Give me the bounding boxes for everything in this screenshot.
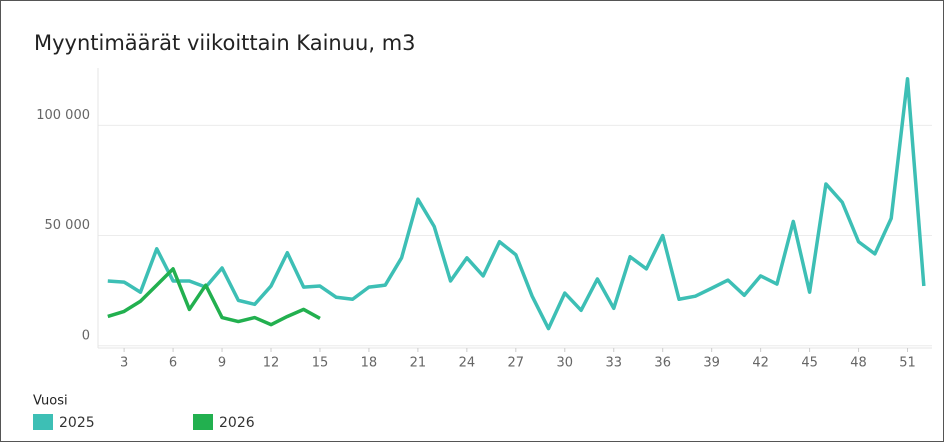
x-tick-label: 39	[703, 356, 720, 371]
x-tick-label: 48	[850, 356, 867, 371]
x-tick-label: 27	[508, 356, 525, 371]
y-tick-label: 100 000	[36, 108, 90, 123]
legend-swatch	[193, 414, 213, 430]
chart-title: Myyntimäärät viikoittain Kainuu, m3	[34, 31, 416, 55]
line-series	[107, 77, 926, 331]
x-tick-label: 15	[312, 356, 329, 371]
x-tick-label: 12	[263, 356, 280, 371]
legend-label: 2026	[219, 415, 255, 431]
x-tick-label: 36	[654, 356, 671, 371]
x-tick-label: 33	[605, 356, 622, 371]
x-tick-label: 24	[459, 356, 476, 371]
x-tick-label: 42	[752, 356, 769, 371]
y-tick-label: 0	[82, 328, 90, 343]
y-tick-label: 50 000	[45, 218, 91, 233]
x-tick-label: 6	[169, 356, 177, 371]
x-tick-label: 45	[801, 356, 818, 371]
x-tick-label: 18	[361, 356, 378, 371]
x-tick-label: 30	[557, 356, 574, 371]
x-tick-label: 21	[410, 356, 427, 371]
line-series	[107, 267, 321, 327]
x-tick-label: 51	[899, 356, 916, 371]
legend-label: 2025	[59, 415, 95, 431]
x-tick-label: 9	[218, 356, 226, 371]
legend-swatch	[33, 414, 53, 430]
legend-title: Vuosi	[33, 394, 68, 409]
x-tick-label: 3	[120, 356, 128, 371]
